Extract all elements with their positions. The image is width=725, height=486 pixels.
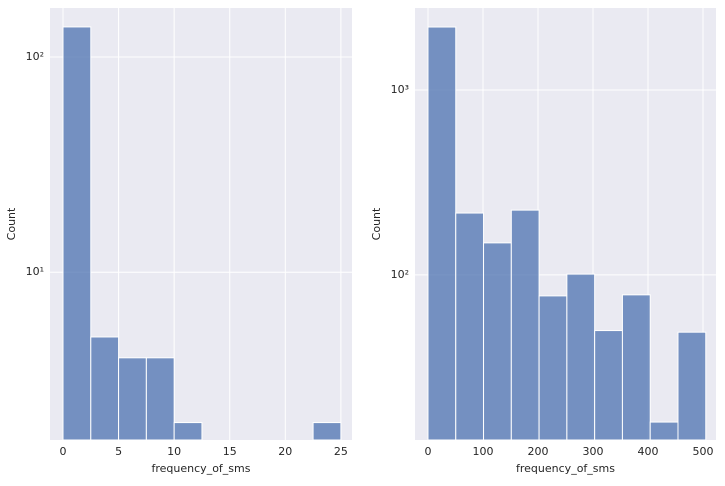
x-tick-label: 20 (278, 445, 292, 458)
bar (118, 357, 147, 441)
y-tick-label: 10³ (391, 83, 409, 96)
bar (677, 331, 707, 441)
bar (621, 294, 651, 441)
x-tick-label: 5 (115, 445, 122, 458)
bar (538, 295, 568, 441)
x-tick-label: 0 (60, 445, 67, 458)
x-tick-label: 25 (334, 445, 348, 458)
bar (145, 357, 175, 441)
x-tick-label: 300 (583, 445, 604, 458)
bar (427, 26, 457, 441)
bar (90, 336, 120, 441)
y-axis-label: Count (370, 207, 383, 240)
bar (62, 26, 92, 441)
y-axis-label: Count (5, 207, 18, 240)
bar (566, 273, 596, 441)
y-tick-label: 10² (26, 50, 44, 63)
bar (483, 242, 512, 441)
y-tick-label: 10¹ (26, 265, 44, 278)
bar (649, 421, 679, 441)
bar (510, 209, 540, 441)
x-axis-label: frequency_of_sms (516, 462, 615, 475)
x-tick-label: 200 (527, 445, 548, 458)
bar (594, 330, 623, 441)
x-tick-label: 400 (638, 445, 659, 458)
x-tick-label: 10 (167, 445, 181, 458)
bar (173, 422, 203, 441)
x-tick-label: 15 (223, 445, 237, 458)
y-tick-label: 10² (391, 268, 409, 281)
x-axis-label: frequency_of_sms (152, 462, 251, 475)
x-tick-label: 0 (424, 445, 431, 458)
x-tick-label: 100 (472, 445, 493, 458)
x-tick-label: 500 (693, 445, 714, 458)
bar (455, 212, 485, 441)
bar (312, 422, 342, 441)
